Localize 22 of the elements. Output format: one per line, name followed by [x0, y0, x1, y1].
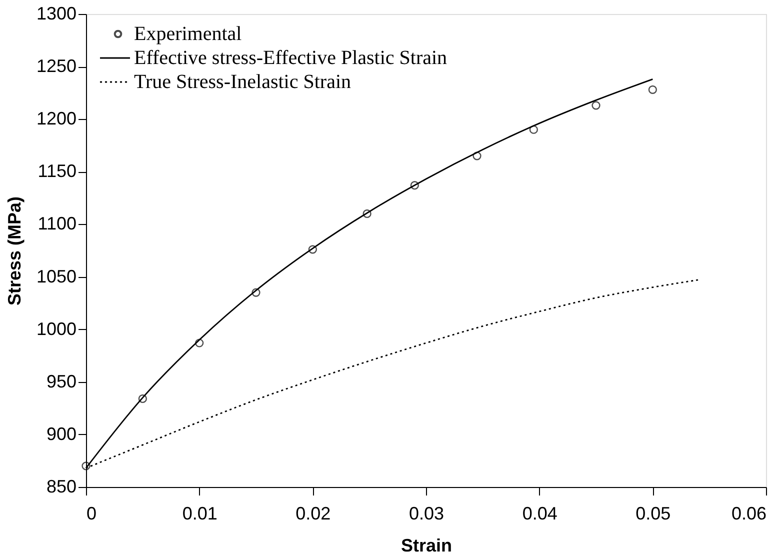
legend-label: True Stress-Inelastic Strain	[134, 71, 352, 93]
x-tick-label: 0.06	[731, 504, 766, 524]
y-tick-label: 1050	[36, 266, 76, 286]
y-axis-title: Stress (MPa)	[4, 196, 24, 306]
y-tick-label: 1250	[36, 56, 76, 76]
y-tick-label: 950	[46, 371, 76, 392]
x-tick-label: 0.01	[182, 504, 218, 524]
y-tick-label: 1150	[38, 161, 76, 182]
x-tick-label: 0.05	[636, 504, 671, 524]
y-tick-label: 1000	[36, 318, 76, 339]
x-tick-label: 0.02	[296, 504, 331, 524]
x-tick-label: 0	[86, 504, 97, 524]
y-tick-label: 1300	[36, 4, 76, 24]
legend-label: Effective stress-Effective Plastic Strain	[134, 47, 448, 69]
x-tick-label: 0.03	[408, 504, 444, 524]
x-axis-title: Strain	[400, 536, 452, 556]
legend-label: Experimental	[134, 23, 242, 45]
y-tick-label: 1100	[38, 214, 76, 234]
y-tick-label: 850	[46, 476, 76, 496]
x-tick-label: 0.04	[522, 504, 558, 524]
y-tick-label: 1200	[36, 108, 76, 129]
y-tick-label: 900	[46, 424, 76, 444]
